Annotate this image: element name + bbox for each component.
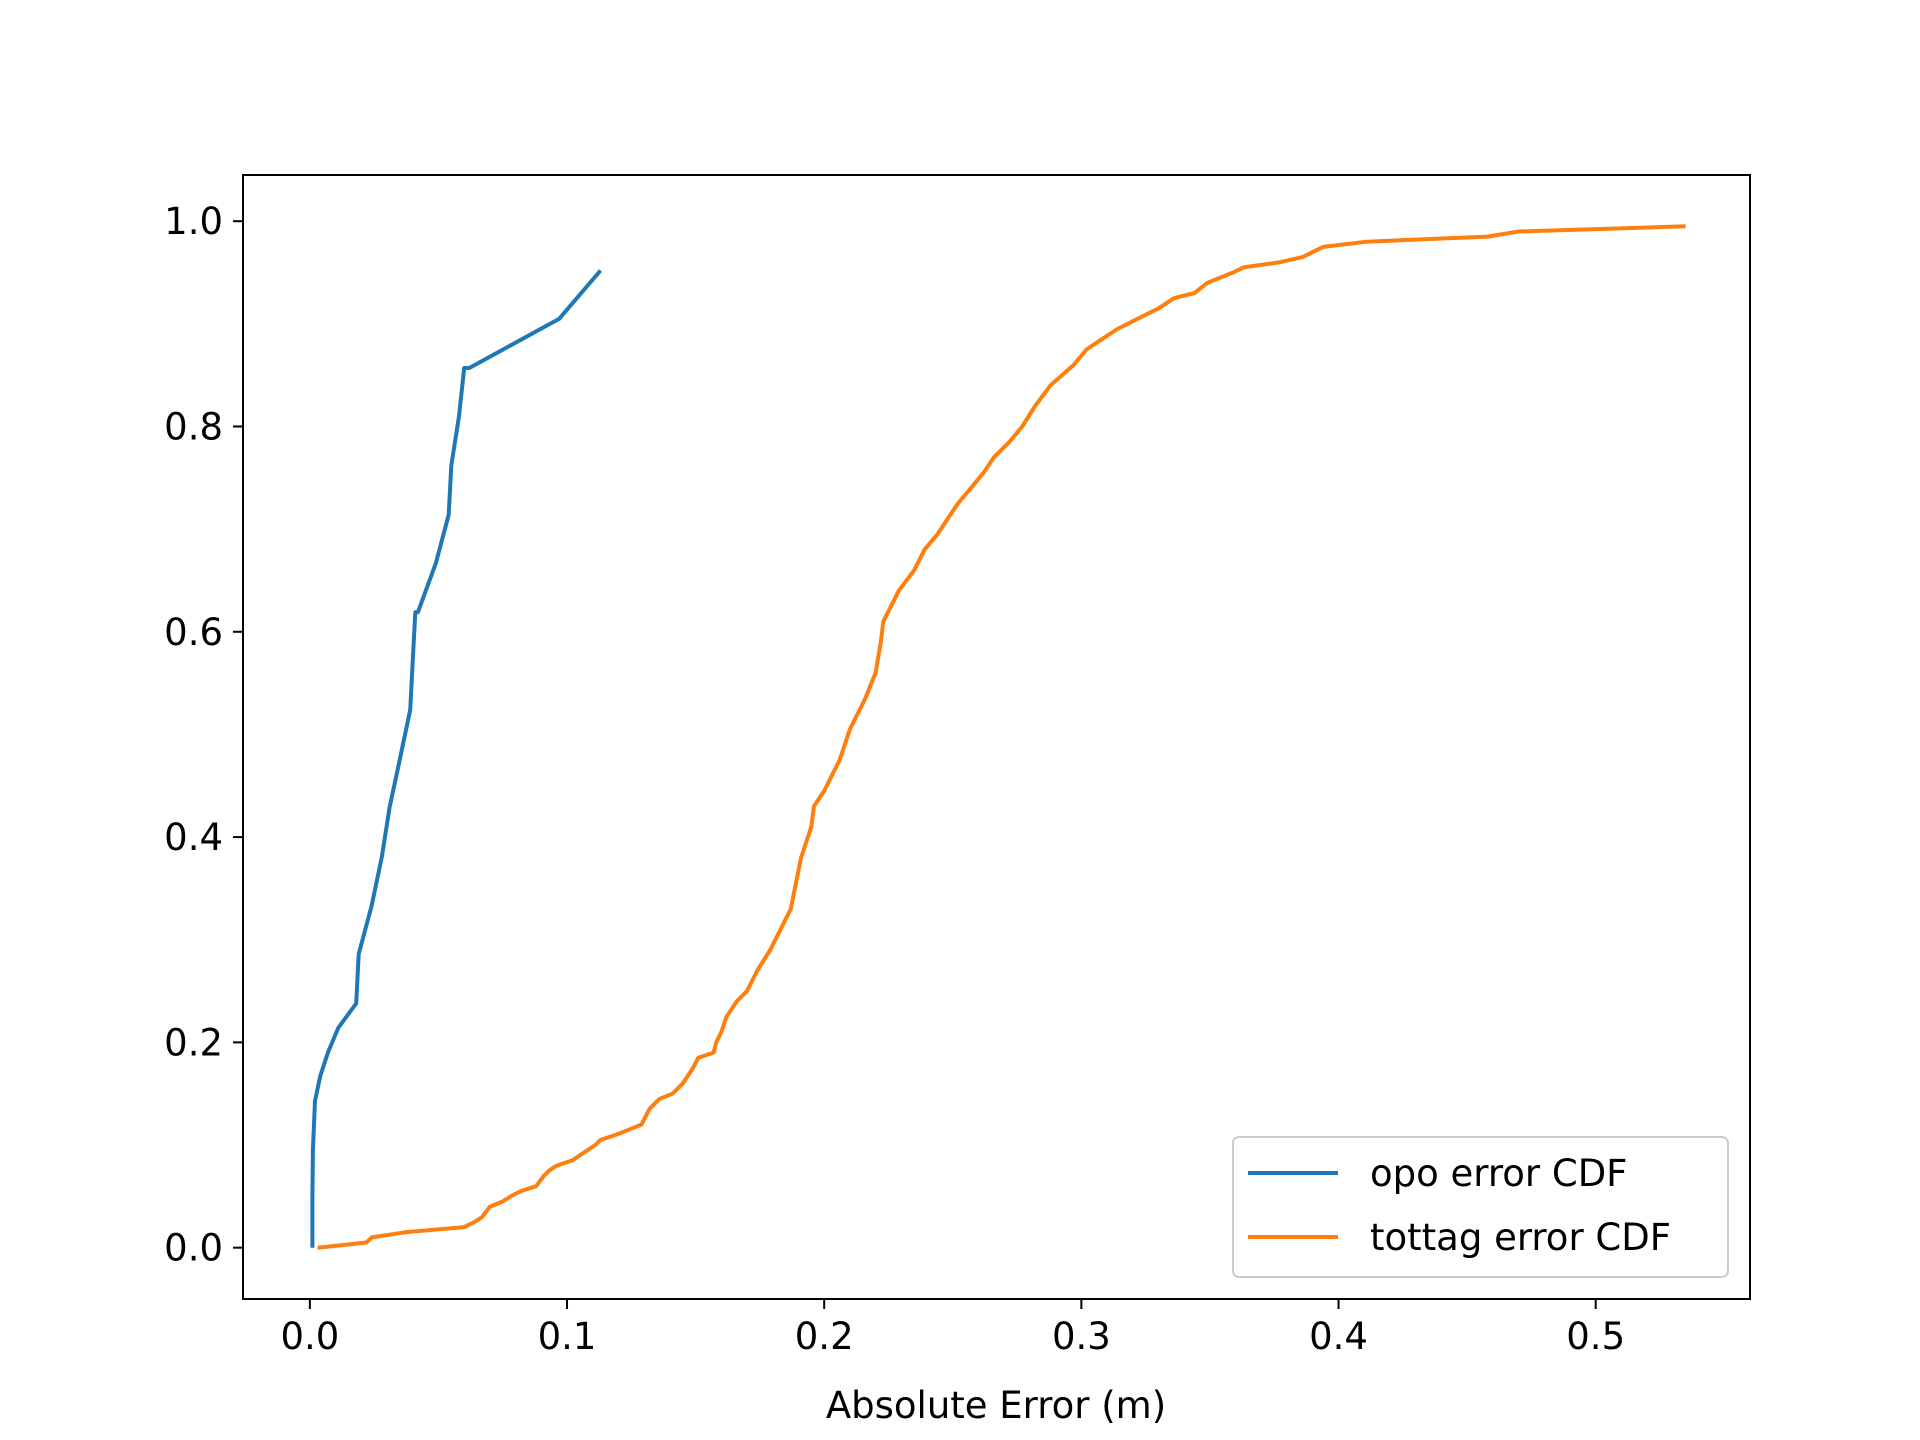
legend-label-tottag: tottag error CDF — [1370, 1216, 1671, 1259]
y-tick-label: 0.6 — [164, 611, 223, 654]
y-tick-label: 0.2 — [164, 1021, 223, 1064]
y-tick-label: 1.0 — [164, 200, 223, 243]
legend: opo error CDF tottag error CDF — [1232, 1136, 1729, 1278]
y-tick-label: 0.8 — [164, 405, 223, 448]
x-tick-label: 0.1 — [538, 1315, 597, 1358]
legend-label-opo: opo error CDF — [1370, 1152, 1627, 1195]
plot-frame — [242, 174, 1751, 1300]
plot-area — [243, 175, 1750, 1299]
x-axis-label: Absolute Error (m) — [826, 1384, 1166, 1427]
series-line-tottag — [317, 224, 1686, 1250]
x-tick-label: 0.3 — [1052, 1315, 1111, 1358]
series-layer — [310, 224, 1686, 1250]
series-line-opo — [310, 269, 603, 1248]
x-axis-ticks: 0.0 0.1 0.2 0.3 0.4 0.5 — [280, 1299, 1625, 1358]
x-tick-label: 0.4 — [1309, 1315, 1368, 1358]
y-axis-ticks: 0.0 0.2 0.4 0.6 0.8 1.0 — [164, 200, 243, 1270]
x-tick-label: 0.5 — [1566, 1315, 1625, 1358]
legend-box — [1232, 1136, 1729, 1278]
y-tick-label: 0.4 — [164, 816, 223, 859]
x-tick-label: 0.0 — [280, 1315, 339, 1358]
x-tick-label: 0.2 — [795, 1315, 854, 1358]
y-tick-label: 0.0 — [164, 1227, 223, 1270]
